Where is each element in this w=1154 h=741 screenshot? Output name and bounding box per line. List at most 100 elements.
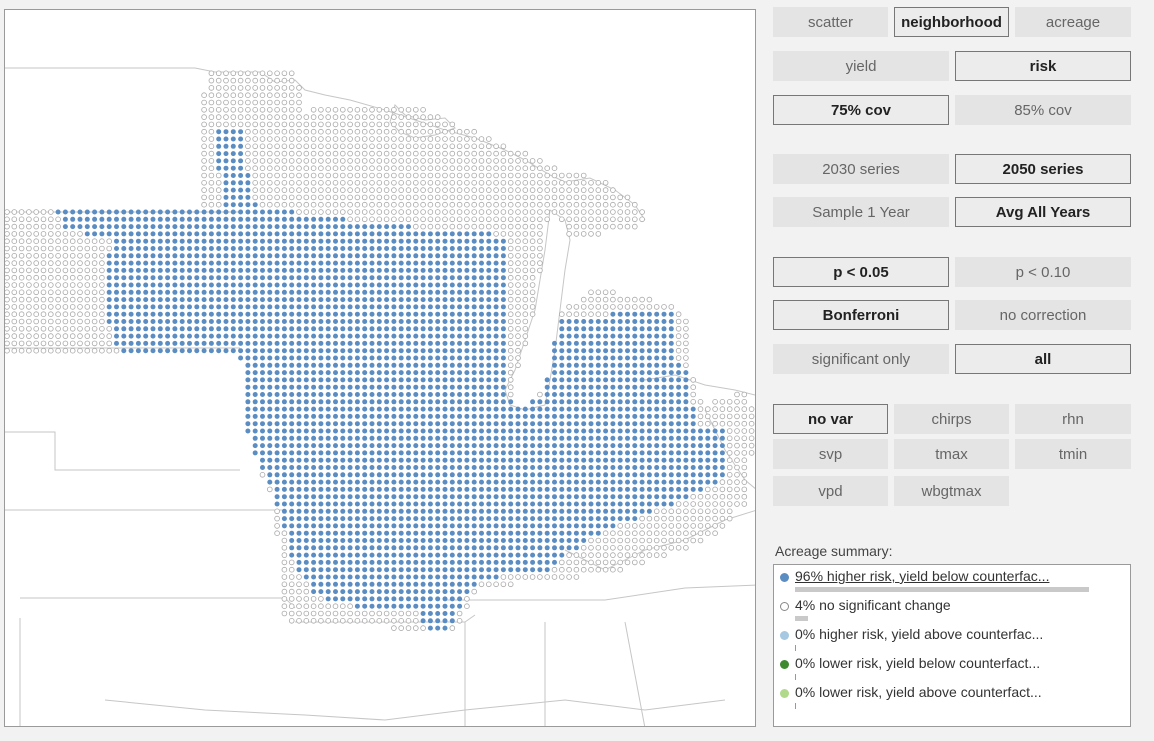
higher-risk-dot[interactable] [150, 253, 156, 259]
higher-risk-dot[interactable] [362, 428, 368, 434]
higher-risk-dot[interactable] [340, 523, 346, 529]
higher-risk-dot[interactable] [347, 457, 353, 463]
higher-risk-dot[interactable] [194, 297, 200, 303]
higher-risk-dot[interactable] [194, 231, 200, 237]
higher-risk-dot[interactable] [464, 486, 470, 492]
view-acreage-button[interactable]: acreage [1015, 7, 1131, 37]
no-change-dot[interactable] [5, 304, 10, 310]
no-change-dot[interactable] [442, 150, 448, 157]
higher-risk-dot[interactable] [296, 406, 302, 412]
higher-risk-dot[interactable] [340, 289, 346, 295]
higher-risk-dot[interactable] [617, 479, 623, 485]
higher-risk-dot[interactable] [230, 158, 236, 164]
higher-risk-dot[interactable] [544, 567, 550, 573]
no-change-dot[interactable] [668, 523, 675, 529]
higher-risk-dot[interactable] [595, 486, 601, 492]
higher-risk-dot[interactable] [114, 246, 119, 251]
higher-risk-dot[interactable] [267, 421, 273, 427]
higher-risk-dot[interactable] [376, 348, 382, 354]
higher-risk-dot[interactable] [274, 355, 280, 361]
higher-risk-dot[interactable] [632, 355, 638, 361]
no-change-dot[interactable] [537, 260, 543, 266]
higher-risk-dot[interactable] [281, 311, 287, 317]
higher-risk-dot[interactable] [289, 253, 295, 259]
no-change-dot[interactable] [69, 340, 76, 347]
higher-risk-dot[interactable] [333, 362, 338, 368]
higher-risk-dot[interactable] [216, 209, 222, 215]
higher-risk-dot[interactable] [442, 589, 448, 595]
no-change-dot[interactable] [303, 128, 310, 135]
higher-risk-dot[interactable] [581, 435, 587, 441]
no-change-dot[interactable] [369, 121, 375, 128]
no-change-dot[interactable] [712, 420, 718, 427]
higher-risk-dot[interactable] [318, 216, 324, 222]
higher-risk-dot[interactable] [325, 479, 331, 485]
higher-risk-dot[interactable] [449, 501, 455, 507]
higher-risk-dot[interactable] [267, 260, 273, 266]
higher-risk-dot[interactable] [179, 340, 185, 346]
no-change-dot[interactable] [296, 588, 302, 595]
no-change-dot[interactable] [507, 274, 514, 281]
no-change-dot[interactable] [361, 121, 368, 128]
higher-risk-dot[interactable] [121, 260, 127, 266]
higher-risk-dot[interactable] [420, 596, 426, 602]
no-change-dot[interactable] [478, 201, 485, 208]
higher-risk-dot[interactable] [581, 377, 587, 383]
no-change-dot[interactable] [376, 136, 383, 142]
higher-risk-dot[interactable] [384, 392, 390, 397]
higher-risk-dot[interactable] [406, 370, 411, 376]
higher-risk-dot[interactable] [114, 224, 119, 230]
higher-risk-dot[interactable] [457, 231, 463, 237]
higher-risk-dot[interactable] [318, 326, 324, 332]
higher-risk-dot[interactable] [223, 333, 229, 339]
no-change-dot[interactable] [398, 187, 405, 193]
no-change-dot[interactable] [281, 158, 288, 164]
no-change-dot[interactable] [274, 150, 280, 157]
no-change-dot[interactable] [55, 296, 61, 303]
higher-risk-dot[interactable] [252, 413, 258, 419]
higher-risk-dot[interactable] [281, 260, 287, 266]
higher-risk-dot[interactable] [260, 348, 265, 354]
no-change-dot[interactable] [40, 289, 47, 296]
summary-item[interactable]: 0% lower risk, yield below counterfact..… [779, 655, 1124, 680]
no-change-dot[interactable] [310, 617, 317, 624]
higher-risk-dot[interactable] [537, 494, 543, 500]
higher-risk-dot[interactable] [296, 304, 302, 310]
higher-risk-dot[interactable] [245, 282, 251, 288]
higher-risk-dot[interactable] [646, 311, 652, 317]
higher-risk-dot[interactable] [296, 297, 302, 303]
higher-risk-dot[interactable] [281, 216, 287, 222]
higher-risk-dot[interactable] [296, 399, 302, 405]
no-change-dot[interactable] [84, 304, 91, 310]
higher-risk-dot[interactable] [500, 567, 506, 573]
higher-risk-dot[interactable] [449, 319, 455, 324]
higher-risk-dot[interactable] [165, 282, 171, 288]
higher-risk-dot[interactable] [398, 443, 404, 449]
no-change-dot[interactable] [442, 180, 448, 186]
higher-risk-dot[interactable] [340, 508, 346, 514]
higher-risk-dot[interactable] [260, 231, 265, 237]
no-change-dot[interactable] [697, 523, 704, 529]
no-change-dot[interactable] [303, 172, 310, 179]
no-change-dot[interactable] [690, 398, 696, 405]
no-change-dot[interactable] [726, 479, 733, 485]
no-change-dot[interactable] [259, 77, 266, 84]
no-change-dot[interactable] [712, 523, 718, 529]
no-change-dot[interactable] [106, 333, 112, 339]
higher-risk-dot[interactable] [435, 603, 441, 609]
no-change-dot[interactable] [91, 260, 98, 266]
higher-risk-dot[interactable] [427, 611, 433, 616]
no-change-dot[interactable] [347, 150, 353, 157]
higher-risk-dot[interactable] [698, 465, 703, 470]
higher-risk-dot[interactable] [632, 479, 638, 485]
no-change-dot[interactable] [281, 172, 288, 179]
higher-risk-dot[interactable] [427, 457, 433, 463]
no-change-dot[interactable] [683, 501, 689, 507]
no-change-dot[interactable] [471, 209, 478, 215]
higher-risk-dot[interactable] [223, 202, 229, 208]
no-change-dot[interactable] [77, 347, 83, 354]
no-change-dot[interactable] [624, 523, 631, 529]
higher-risk-dot[interactable] [362, 596, 368, 602]
higher-risk-dot[interactable] [427, 253, 433, 259]
no-change-dot[interactable] [55, 245, 61, 252]
